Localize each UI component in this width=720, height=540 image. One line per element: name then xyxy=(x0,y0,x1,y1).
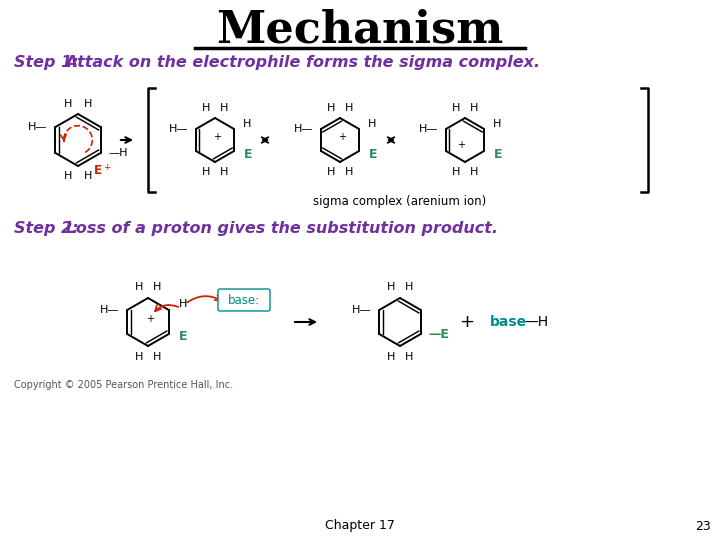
Text: H—: H— xyxy=(351,305,372,315)
Text: base:: base: xyxy=(228,294,260,307)
Text: E: E xyxy=(94,164,102,177)
Text: H: H xyxy=(220,103,228,113)
Text: H: H xyxy=(345,103,354,113)
Text: +: + xyxy=(103,163,110,172)
Text: H: H xyxy=(135,352,143,362)
Text: +: + xyxy=(213,132,221,142)
Text: E: E xyxy=(494,147,503,160)
Text: H—: H— xyxy=(294,124,313,134)
Text: H: H xyxy=(179,299,187,309)
Text: H: H xyxy=(135,282,143,292)
Text: H: H xyxy=(327,103,336,113)
Text: Chapter 17: Chapter 17 xyxy=(325,519,395,532)
Text: H—: H— xyxy=(168,124,188,134)
Text: E: E xyxy=(369,147,377,160)
Text: H—: H— xyxy=(99,305,120,315)
Text: +: + xyxy=(457,140,465,150)
Text: H: H xyxy=(153,352,161,362)
Text: H: H xyxy=(327,167,336,177)
Text: Mechanism: Mechanism xyxy=(217,9,503,51)
Text: H: H xyxy=(153,282,161,292)
Text: base: base xyxy=(490,315,527,329)
Text: H: H xyxy=(405,282,413,292)
Text: H—: H— xyxy=(28,122,48,132)
Text: H: H xyxy=(243,119,251,129)
Text: H: H xyxy=(387,352,395,362)
Text: Step 1:: Step 1: xyxy=(14,55,78,70)
Text: sigma complex (arenium ion): sigma complex (arenium ion) xyxy=(313,195,487,208)
Text: Loss of a proton gives the substitution product.: Loss of a proton gives the substitution … xyxy=(60,220,498,235)
Text: H: H xyxy=(202,103,210,113)
Text: H: H xyxy=(470,167,478,177)
Text: H: H xyxy=(64,171,72,181)
Text: Step 2:: Step 2: xyxy=(14,220,78,235)
Text: H: H xyxy=(84,99,92,109)
Text: H: H xyxy=(220,167,228,177)
Text: H: H xyxy=(345,167,354,177)
FancyBboxPatch shape xyxy=(218,289,270,311)
Text: H: H xyxy=(493,119,501,129)
Text: H: H xyxy=(405,352,413,362)
Text: H: H xyxy=(368,119,377,129)
Text: H—: H— xyxy=(418,124,438,134)
Text: Copyright © 2005 Pearson Prentice Hall, Inc.: Copyright © 2005 Pearson Prentice Hall, … xyxy=(14,380,233,390)
Text: H: H xyxy=(387,282,395,292)
Text: —E: —E xyxy=(429,327,450,341)
Text: Attack on the electrophile forms the sigma complex.: Attack on the electrophile forms the sig… xyxy=(60,55,540,70)
Text: H: H xyxy=(64,99,72,109)
Text: —H: —H xyxy=(524,315,548,329)
Text: H: H xyxy=(452,167,460,177)
Text: H: H xyxy=(84,171,92,181)
Text: +: + xyxy=(146,314,154,324)
Text: H: H xyxy=(202,167,210,177)
Text: H: H xyxy=(470,103,478,113)
Text: —H: —H xyxy=(109,148,128,158)
Text: +: + xyxy=(459,313,474,331)
Text: H: H xyxy=(452,103,460,113)
Text: 23: 23 xyxy=(695,519,711,532)
Text: E: E xyxy=(244,147,252,160)
Text: E: E xyxy=(179,330,187,343)
Text: +: + xyxy=(338,132,346,142)
